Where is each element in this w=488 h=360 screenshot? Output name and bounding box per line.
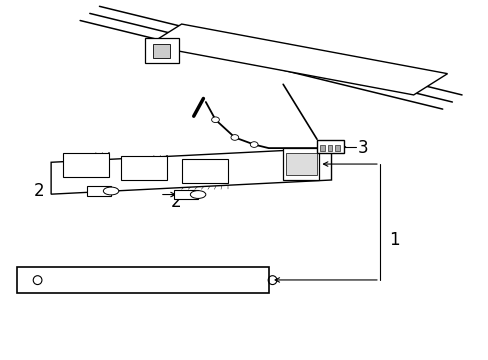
- Circle shape: [230, 135, 238, 140]
- Bar: [283, 148, 319, 180]
- Text: 3: 3: [357, 139, 368, 157]
- Polygon shape: [147, 24, 447, 95]
- Bar: [320, 145, 325, 151]
- Bar: [316, 140, 343, 153]
- Text: 1: 1: [389, 231, 399, 249]
- Polygon shape: [51, 148, 331, 194]
- Bar: [174, 190, 197, 199]
- Bar: [327, 145, 332, 151]
- Bar: [145, 38, 179, 63]
- Text: 2: 2: [171, 193, 181, 211]
- Bar: [152, 44, 169, 58]
- Text: 2: 2: [34, 183, 45, 201]
- Bar: [87, 186, 110, 196]
- Bar: [63, 153, 109, 177]
- Bar: [121, 156, 167, 180]
- Bar: [181, 159, 227, 183]
- Circle shape: [250, 142, 258, 147]
- Ellipse shape: [103, 187, 119, 195]
- Circle shape: [211, 117, 219, 123]
- Bar: [285, 153, 316, 175]
- Bar: [334, 145, 339, 151]
- Ellipse shape: [190, 191, 205, 198]
- Bar: [17, 267, 268, 293]
